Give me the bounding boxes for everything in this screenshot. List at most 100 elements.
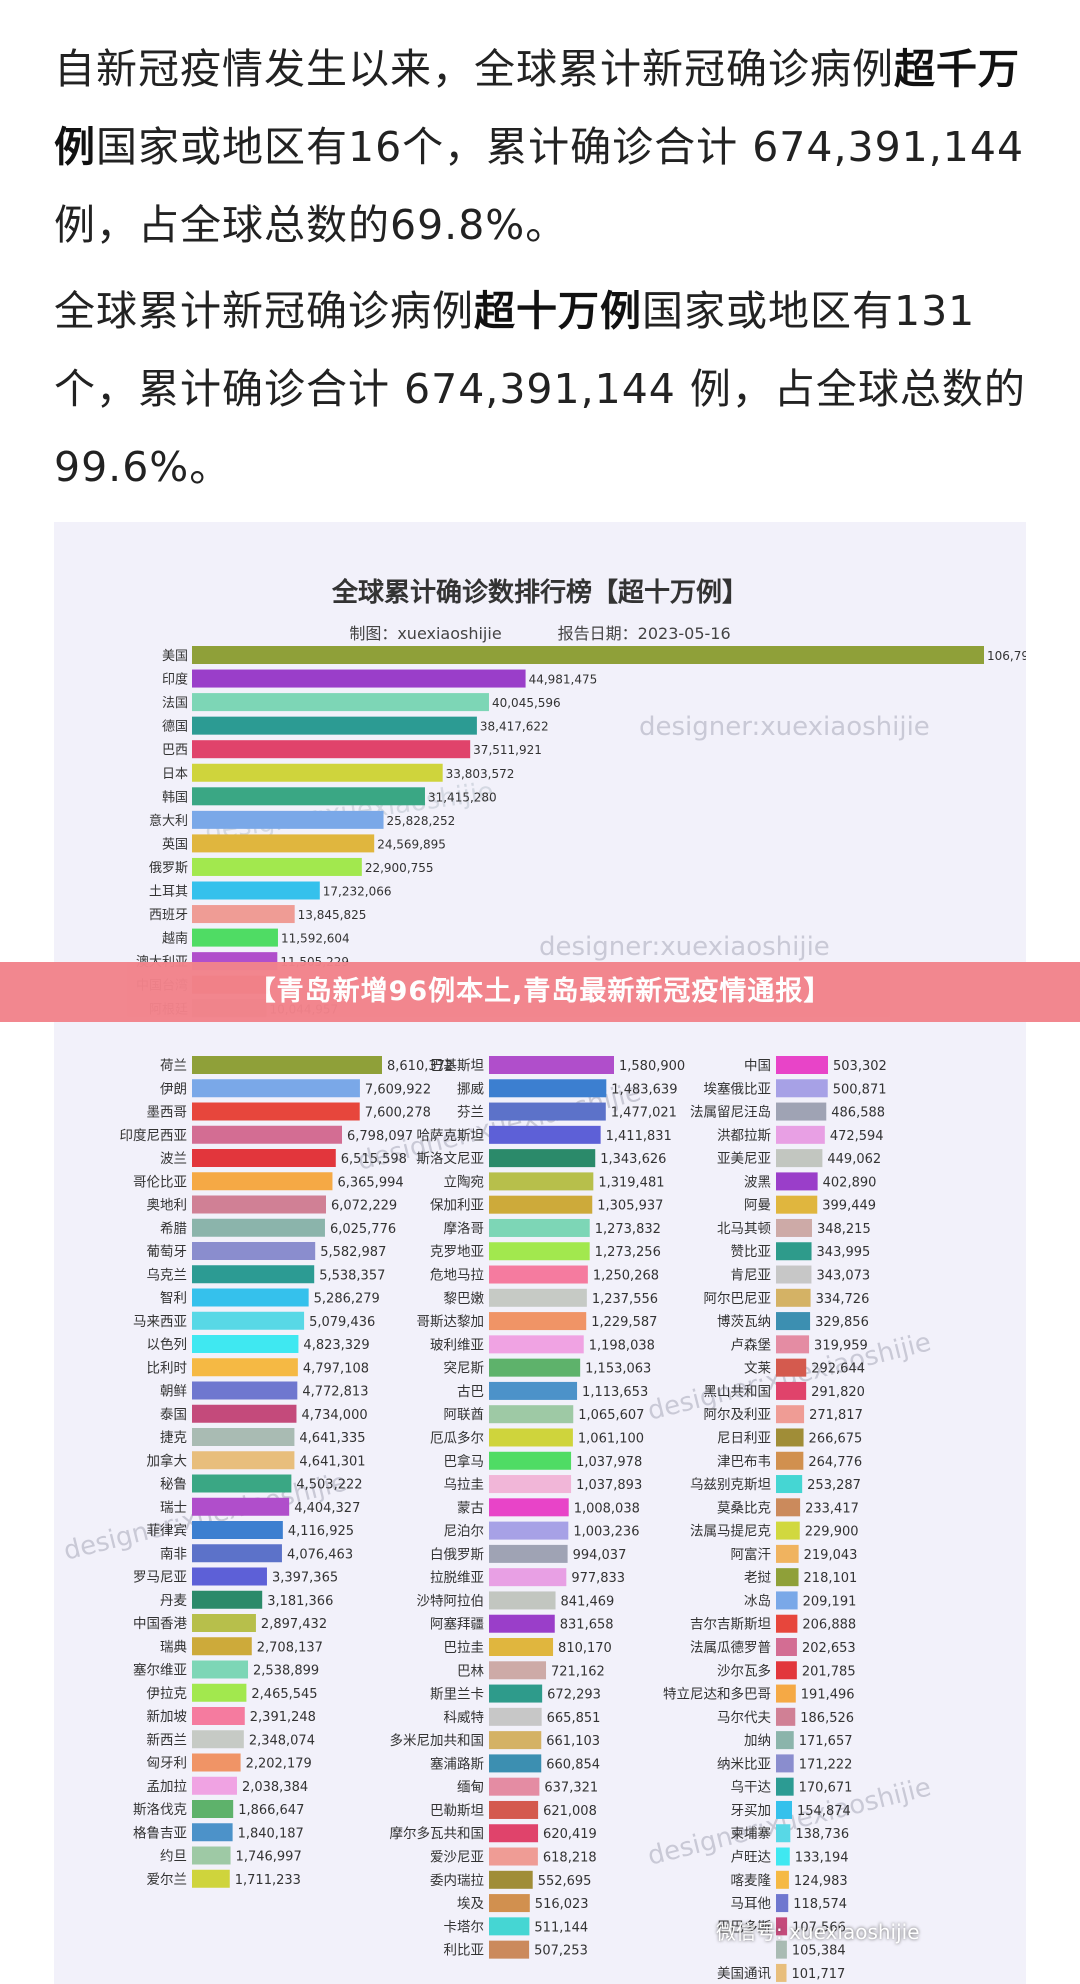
value-label: 399,449 xyxy=(822,1199,876,1214)
value-label: 6,515,598 xyxy=(341,1152,407,1167)
category-label: 中国 xyxy=(744,1058,771,1074)
bar xyxy=(489,1731,542,1750)
value-label: 2,391,248 xyxy=(250,1710,316,1725)
bar xyxy=(192,1079,360,1098)
category-label: 瑞典 xyxy=(160,1639,187,1655)
bar xyxy=(776,1102,827,1121)
top-category-label: 俄罗斯 xyxy=(149,861,188,876)
bar xyxy=(776,1684,796,1703)
value-label: 343,073 xyxy=(816,1269,870,1284)
bar xyxy=(192,1730,244,1749)
top-category-label: 美国 xyxy=(162,649,188,664)
category-label: 加纳 xyxy=(744,1733,771,1749)
bar xyxy=(489,1544,568,1563)
top-bar xyxy=(192,857,362,876)
bar xyxy=(776,1405,805,1424)
value-label: 637,321 xyxy=(544,1781,598,1796)
category-label: 科威特 xyxy=(444,1710,485,1726)
category-label: 波兰 xyxy=(160,1151,187,1167)
value-label: 124,983 xyxy=(794,1874,848,1889)
value-label: 2,038,384 xyxy=(242,1780,308,1795)
bar xyxy=(776,1498,801,1517)
p2-bold: 超十万例 xyxy=(474,287,642,335)
bar xyxy=(776,1614,798,1633)
bar xyxy=(489,1940,530,1959)
category-label: 罗马尼亚 xyxy=(133,1570,187,1586)
value-label: 101,717 xyxy=(792,1967,846,1982)
bar xyxy=(776,1754,794,1773)
bar xyxy=(489,1498,569,1517)
bar xyxy=(776,1940,787,1959)
category-label: 卢森堡 xyxy=(731,1337,772,1353)
bar xyxy=(192,1125,343,1144)
category-label: 埃塞俄比亚 xyxy=(704,1080,772,1097)
top-value-label: 33,803,572 xyxy=(446,767,515,781)
value-label: 233,417 xyxy=(805,1501,859,1516)
bar xyxy=(776,1335,810,1354)
value-label: 253,287 xyxy=(807,1478,861,1493)
value-label: 266,675 xyxy=(809,1431,863,1446)
top-value-label: 17,232,066 xyxy=(323,885,392,899)
value-label: 133,194 xyxy=(795,1851,849,1866)
top-bar xyxy=(192,669,526,688)
top-category-label: 意大利 xyxy=(149,813,188,829)
bar xyxy=(776,1218,812,1237)
bar xyxy=(776,1870,789,1889)
category-label: 利比亚 xyxy=(444,1943,485,1959)
bar xyxy=(192,1590,263,1609)
value-label: 1,273,256 xyxy=(595,1245,661,1260)
bar xyxy=(192,1056,382,1074)
category-label: 尼日利亚 xyxy=(717,1430,771,1446)
value-label: 552,695 xyxy=(538,1874,592,1889)
value-label: 665,851 xyxy=(547,1711,601,1726)
chart-panel: 全球累计确诊数排行榜【超十万例】 制图：xuexiaoshijie 报告日期：20… xyxy=(54,522,1026,1984)
value-label: 319,959 xyxy=(814,1338,868,1353)
value-label: 4,823,329 xyxy=(303,1338,369,1353)
category-label: 卡塔尔 xyxy=(444,1919,485,1935)
value-label: 516,023 xyxy=(535,1897,589,1912)
category-label: 突尼斯 xyxy=(444,1361,485,1377)
bar xyxy=(489,1242,590,1261)
p1-bold: 超千万例 xyxy=(54,45,1020,171)
bar xyxy=(489,1195,593,1214)
value-label: 507,253 xyxy=(534,1944,588,1959)
top-value-label: 31,415,280 xyxy=(428,790,497,804)
value-label: 6,072,229 xyxy=(331,1199,397,1214)
bar xyxy=(776,1963,787,1982)
value-label: 500,871 xyxy=(833,1082,887,1097)
category-label: 朝鲜 xyxy=(160,1384,187,1400)
category-label: 巴拉圭 xyxy=(444,1640,485,1656)
bar xyxy=(489,1451,572,1470)
banner-text[interactable]: 【青岛新增96例本土,青岛最新新冠疫情通报】 xyxy=(248,976,832,1007)
category-label: 印度尼西亚 xyxy=(120,1128,188,1144)
top-category-label: 巴西 xyxy=(162,743,188,758)
bar xyxy=(489,1335,584,1354)
category-label: 马尔代夫 xyxy=(717,1710,771,1726)
category-label: 白俄罗斯 xyxy=(430,1547,484,1563)
bar xyxy=(192,1358,298,1377)
bar xyxy=(776,1079,828,1098)
bar xyxy=(192,1404,297,1423)
bar xyxy=(192,1660,249,1679)
value-label: 1,840,187 xyxy=(238,1826,304,1841)
chart-maker: 制图：xuexiaoshijie xyxy=(349,624,502,643)
bar xyxy=(776,1125,825,1144)
category-label: 马来西亚 xyxy=(133,1314,187,1330)
chart-title: 全球累计确诊数排行榜【超十万例】 xyxy=(331,578,748,608)
bar xyxy=(192,1683,247,1702)
news-banner[interactable]: 【青岛新增96例本土,青岛最新新冠疫情通报】 xyxy=(0,962,1080,1022)
bar xyxy=(776,1661,797,1680)
category-label: 多米尼加共和国 xyxy=(390,1732,485,1749)
value-label: 402,890 xyxy=(823,1175,877,1190)
bar xyxy=(776,1172,818,1191)
bar xyxy=(776,1847,790,1866)
top-bar xyxy=(192,787,425,806)
bar xyxy=(776,1288,811,1307)
category-label: 津巴布韦 xyxy=(717,1454,771,1470)
top-value-label: 24,569,895 xyxy=(377,837,446,851)
p1-text-rest: 国家或地区有16个，累计确诊合计 674,391,144 例，占全球总数的69.… xyxy=(54,123,1025,249)
bar xyxy=(192,1869,230,1888)
category-label: 瑞士 xyxy=(160,1500,187,1516)
value-label: 6,365,994 xyxy=(337,1175,403,1190)
category-label: 阿富汗 xyxy=(731,1546,772,1563)
